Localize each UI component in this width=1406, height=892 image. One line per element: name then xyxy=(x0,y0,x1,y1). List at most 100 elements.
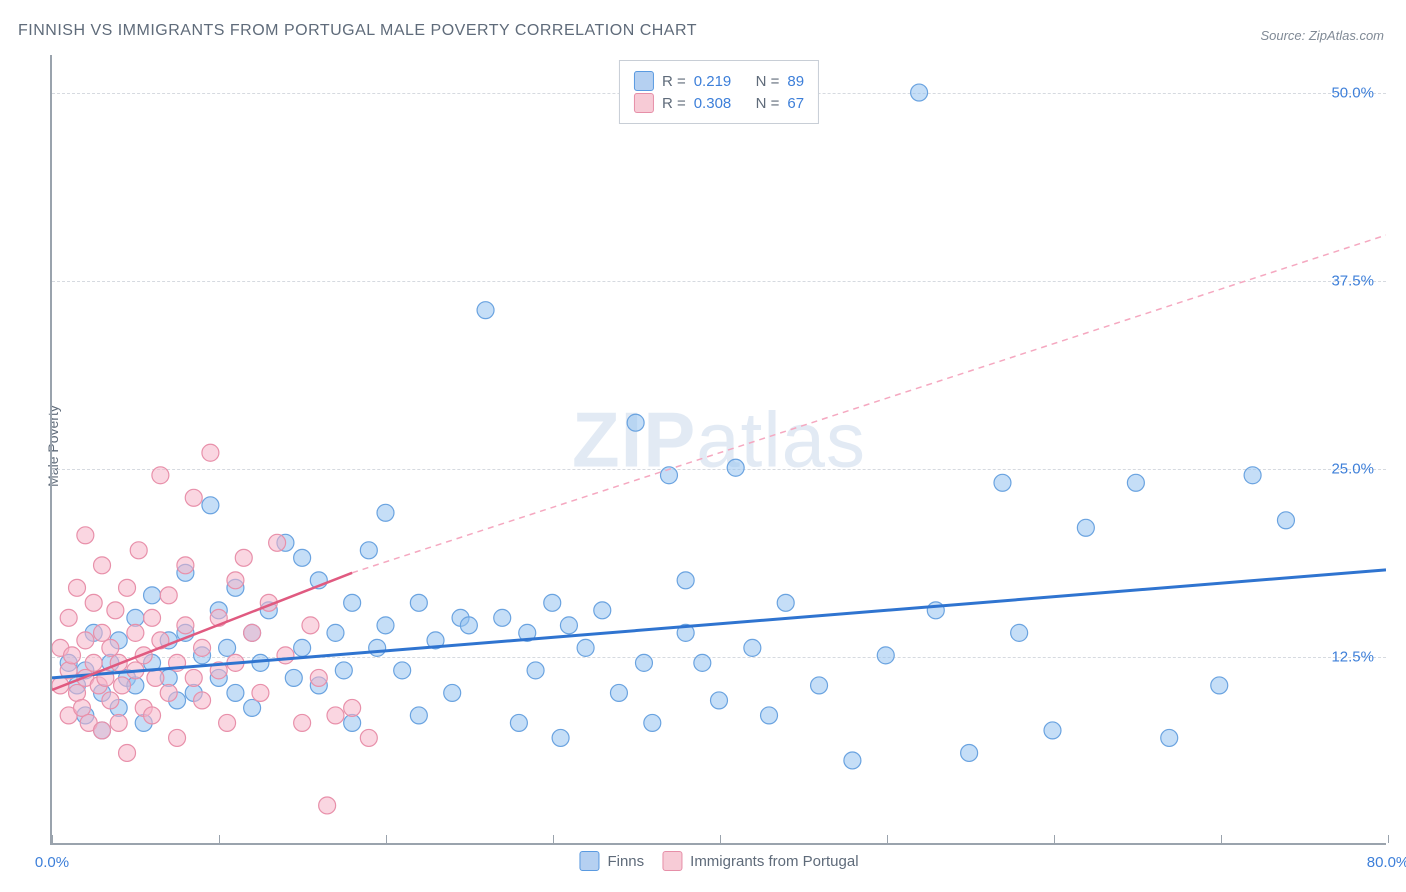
point-finns xyxy=(227,684,244,701)
trendline-portugal-dashed xyxy=(352,235,1386,573)
point-finns xyxy=(444,684,461,701)
r-label: R = xyxy=(662,95,686,112)
point-portugal xyxy=(85,594,102,611)
point-finns xyxy=(711,692,728,709)
point-portugal xyxy=(144,707,161,724)
point-finns xyxy=(244,699,261,716)
point-finns xyxy=(285,669,302,686)
point-portugal xyxy=(194,692,211,709)
point-finns xyxy=(644,714,661,731)
point-finns xyxy=(494,609,511,626)
n-value-portugal: 67 xyxy=(787,95,804,112)
point-portugal xyxy=(69,579,86,596)
point-portugal xyxy=(244,624,261,641)
point-portugal xyxy=(302,617,319,634)
point-portugal xyxy=(94,624,111,641)
point-portugal xyxy=(327,707,344,724)
point-finns xyxy=(552,729,569,746)
point-finns xyxy=(344,594,361,611)
point-finns xyxy=(394,662,411,679)
scatter-plot-svg xyxy=(52,55,1386,843)
legend-swatch-pink xyxy=(634,93,654,113)
point-portugal xyxy=(160,684,177,701)
legend-series: Finns Immigrants from Portugal xyxy=(579,851,858,871)
point-portugal xyxy=(177,617,194,634)
point-portugal xyxy=(77,527,94,544)
point-portugal xyxy=(194,639,211,656)
point-portugal xyxy=(185,489,202,506)
legend-item-finns: Finns xyxy=(579,851,644,871)
point-finns xyxy=(994,474,1011,491)
point-portugal xyxy=(127,624,144,641)
plot-area: ZIPatlas R = 0.219 N = 89 R = 0.308 N = … xyxy=(50,55,1386,845)
legend-swatch-pink-icon xyxy=(662,851,682,871)
point-portugal xyxy=(147,669,164,686)
point-portugal xyxy=(130,542,147,559)
point-portugal xyxy=(74,699,91,716)
point-finns xyxy=(961,744,978,761)
point-portugal xyxy=(85,654,102,671)
point-portugal xyxy=(77,632,94,649)
legend-swatch-blue xyxy=(634,71,654,91)
legend-correlation: R = 0.219 N = 89 R = 0.308 N = 67 xyxy=(619,60,819,124)
point-finns xyxy=(1161,729,1178,746)
point-finns xyxy=(911,84,928,101)
point-portugal xyxy=(269,534,286,551)
point-finns xyxy=(677,572,694,589)
point-portugal xyxy=(107,602,124,619)
point-finns xyxy=(410,594,427,611)
chart-title: FINNISH VS IMMIGRANTS FROM PORTUGAL MALE… xyxy=(18,22,697,40)
chart-container: ZIPatlas R = 0.219 N = 89 R = 0.308 N = … xyxy=(50,55,1386,845)
point-finns xyxy=(1244,467,1261,484)
point-finns xyxy=(560,617,577,634)
point-finns xyxy=(627,414,644,431)
point-finns xyxy=(294,639,311,656)
point-portugal xyxy=(64,647,81,664)
point-portugal xyxy=(160,587,177,604)
point-portugal xyxy=(360,729,377,746)
point-portugal xyxy=(94,557,111,574)
point-finns xyxy=(877,647,894,664)
point-finns xyxy=(369,639,386,656)
point-finns xyxy=(610,684,627,701)
point-finns xyxy=(1011,624,1028,641)
point-portugal xyxy=(69,684,86,701)
point-portugal xyxy=(310,669,327,686)
point-finns xyxy=(761,707,778,724)
point-finns xyxy=(219,639,236,656)
legend-row-portugal: R = 0.308 N = 67 xyxy=(634,93,804,113)
point-finns xyxy=(577,639,594,656)
point-finns xyxy=(777,594,794,611)
point-finns xyxy=(510,714,527,731)
point-portugal xyxy=(344,699,361,716)
point-portugal xyxy=(102,692,119,709)
point-finns xyxy=(410,707,427,724)
x-tick-label: 80.0% xyxy=(1367,854,1406,871)
point-portugal xyxy=(227,572,244,589)
point-portugal xyxy=(219,714,236,731)
point-portugal xyxy=(102,639,119,656)
point-portugal xyxy=(119,579,136,596)
r-value-finns: 0.219 xyxy=(694,73,732,90)
source-attribution: Source: ZipAtlas.com xyxy=(1260,28,1384,43)
point-portugal xyxy=(202,444,219,461)
point-finns xyxy=(844,752,861,769)
point-finns xyxy=(744,639,761,656)
point-portugal xyxy=(185,669,202,686)
point-portugal xyxy=(94,722,111,739)
point-portugal xyxy=(235,549,252,566)
point-portugal xyxy=(144,609,161,626)
legend-label-portugal: Immigrants from Portugal xyxy=(690,853,858,870)
legend-swatch-blue-icon xyxy=(579,851,599,871)
point-finns xyxy=(727,459,744,476)
n-value-finns: 89 xyxy=(787,73,804,90)
point-portugal xyxy=(277,647,294,664)
point-finns xyxy=(694,654,711,671)
point-portugal xyxy=(60,609,77,626)
point-finns xyxy=(1127,474,1144,491)
point-finns xyxy=(460,617,477,634)
point-portugal xyxy=(177,557,194,574)
point-finns xyxy=(477,302,494,319)
point-portugal xyxy=(114,677,131,694)
n-label: N = xyxy=(756,95,780,112)
